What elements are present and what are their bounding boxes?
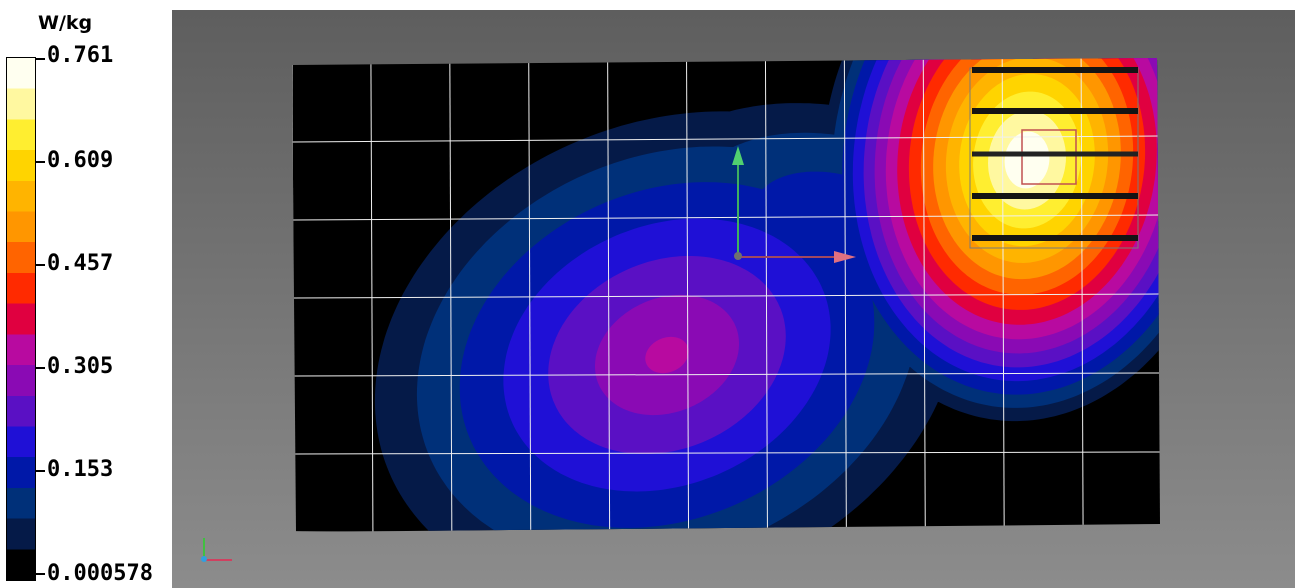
colorbar-tick-label: 0.457 [47, 251, 114, 276]
colorbar-tick-label: 0.305 [47, 354, 114, 379]
grid-line [370, 58, 374, 532]
x-axis-arrowhead [834, 251, 856, 263]
probe-array [969, 67, 1139, 249]
axis-origin [734, 252, 742, 260]
triad-z-icon [201, 556, 207, 562]
grid-line [292, 214, 1160, 221]
3d-viewport[interactable] [172, 10, 1295, 588]
colorbar-tick [36, 58, 45, 60]
colorbar-tick-label: 0.153 [47, 457, 114, 482]
heatmap-scene [201, 58, 1160, 562]
colorbar-tick [36, 573, 45, 575]
y-axis-arrowhead [732, 146, 744, 165]
grid-line [292, 530, 1160, 532]
colorbar-tick [36, 367, 45, 369]
colorbar-tick [36, 264, 45, 266]
zoom-scan-box [1021, 129, 1077, 185]
colorbar-tick-label: 0.609 [47, 148, 114, 173]
grid-line [449, 58, 453, 532]
grid-line [292, 451, 1160, 455]
colorbar-unit-label: W/kg [38, 12, 93, 34]
grid-line [1159, 58, 1160, 532]
grid-line [292, 372, 1160, 377]
heatmap-plane [292, 58, 1160, 532]
coordinate-axes [732, 146, 856, 263]
colorbar-tick-label: 0.000578 [47, 561, 153, 586]
colorbar-tick [36, 161, 45, 163]
colorbar [6, 57, 36, 581]
grid-line [292, 135, 1160, 143]
colorbar-legend: W/kg 0.761 0.609 0.457 0.305 0.153 0.000… [0, 0, 170, 588]
grid-line [292, 293, 1160, 299]
colorbar-tick [36, 470, 45, 472]
colorbar-tick-label: 0.761 [47, 43, 114, 68]
orientation-triad [201, 538, 232, 562]
contour-band [1004, 131, 1050, 189]
